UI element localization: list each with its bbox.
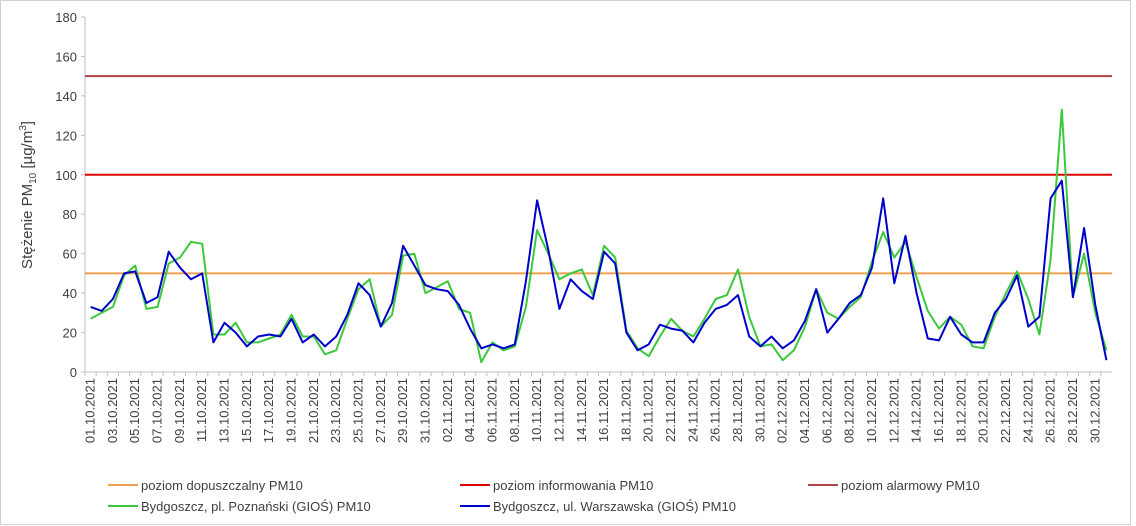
legend-label: poziom alarmowy PM10 [841, 478, 980, 493]
y-tick-label: 180 [55, 10, 77, 25]
x-tick-label: 04.11.2021 [462, 378, 477, 442]
x-tick-label: 31.10.2021 [417, 378, 432, 443]
x-tick-label: 11.10.2021 [194, 378, 209, 442]
x-tick-label: 06.11.2021 [484, 378, 499, 442]
y-axis-label: Stężenie PM10 [µg/m3] [18, 121, 39, 269]
x-tick-label: 08.12.2021 [842, 378, 857, 443]
y-tick-label: 0 [70, 365, 77, 380]
x-tick-label: 02.12.2021 [775, 378, 790, 443]
x-tick-label: 12.12.2021 [886, 378, 901, 443]
x-tick-label: 10.12.2021 [864, 378, 879, 443]
x-tick-label: 22.11.2021 [663, 378, 678, 442]
x-tick-label: 27.10.2021 [373, 378, 388, 443]
x-tick-label: 26.11.2021 [708, 378, 723, 442]
x-tick-label: 30.12.2021 [1087, 378, 1102, 443]
y-label-part: Stężenie PM [19, 184, 36, 269]
x-tick-label: 02.11.2021 [440, 378, 455, 442]
x-tick-label: 17.10.2021 [261, 378, 276, 443]
y-label-part: [µg/m [19, 131, 36, 173]
x-tick-label: 29.10.2021 [395, 378, 410, 443]
x-tick-label: 26.12.2021 [1043, 378, 1058, 443]
x-tick-label: 30.11.2021 [752, 378, 767, 442]
x-tick-label: 25.10.2021 [350, 378, 365, 443]
x-tick-label: 18.11.2021 [618, 378, 633, 442]
series-line [90, 108, 1108, 364]
y-tick-label: 60 [63, 247, 77, 262]
x-tick-label: 05.10.2021 [127, 378, 142, 443]
x-tick-label: 15.10.2021 [239, 378, 254, 443]
x-tick-label: 12.11.2021 [551, 378, 566, 442]
x-tick-label: 09.10.2021 [172, 378, 187, 443]
y-label-part: 3 [18, 125, 29, 131]
x-tick-label: 03.10.2021 [105, 378, 120, 443]
legend-label: Bydgoszcz, pl. Poznański (GIOŚ) PM10 [141, 499, 371, 514]
y-tick-label: 40 [63, 286, 77, 301]
legend-label: Bydgoszcz, ul. Warszawska (GIOŚ) PM10 [493, 499, 736, 514]
x-tick-label: 22.12.2021 [998, 378, 1013, 443]
legend-label: poziom informowania PM10 [493, 478, 653, 493]
x-tick-label: 01.10.2021 [83, 378, 98, 443]
x-tick-label: 23.10.2021 [328, 378, 343, 443]
x-tick-label: 19.10.2021 [284, 378, 299, 443]
y-tick-label: 80 [63, 207, 77, 222]
y-label-part: ] [19, 121, 36, 125]
x-tick-label: 14.12.2021 [909, 378, 924, 443]
y-label-part: 10 [28, 172, 39, 184]
y-tick-label: 100 [55, 168, 77, 183]
x-tick-label: 16.12.2021 [931, 378, 946, 443]
legend-label: poziom dopuszczalny PM10 [141, 478, 303, 493]
x-tick-label: 08.11.2021 [507, 378, 522, 442]
x-tick-label: 10.11.2021 [529, 378, 544, 442]
x-tick-label: 16.11.2021 [596, 378, 611, 442]
x-tick-label: 18.12.2021 [953, 378, 968, 443]
x-tick-label: 24.12.2021 [1020, 378, 1035, 443]
y-tick-label: 20 [63, 326, 77, 341]
y-tick-label: 160 [55, 49, 77, 64]
y-tick-label: 140 [55, 89, 77, 104]
x-tick-label: 20.12.2021 [976, 378, 991, 443]
x-tick-label: 13.10.2021 [217, 378, 232, 443]
x-tick-label: 20.11.2021 [641, 378, 656, 442]
x-tick-label: 14.11.2021 [574, 378, 589, 442]
x-tick-label: 04.12.2021 [797, 378, 812, 443]
x-tick-label: 07.10.2021 [150, 378, 165, 443]
x-tick-label: 06.12.2021 [819, 378, 834, 443]
y-tick-label: 120 [55, 128, 77, 143]
x-tick-label: 21.10.2021 [306, 378, 321, 443]
x-tick-label: 28.12.2021 [1065, 378, 1080, 443]
series-line [90, 179, 1108, 361]
x-tick-label: 24.11.2021 [685, 378, 700, 442]
x-tick-label: 28.11.2021 [730, 378, 745, 442]
